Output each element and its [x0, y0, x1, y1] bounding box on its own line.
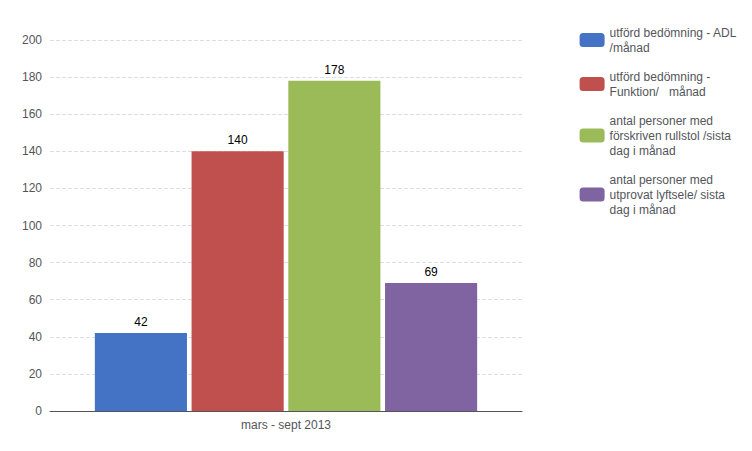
- svg-text:60: 60: [29, 293, 43, 307]
- svg-text:100: 100: [22, 219, 42, 233]
- svg-text:dag i månad: dag i månad: [610, 203, 676, 217]
- svg-text:utförd bedömning - ADL: utförd bedömning - ADL: [610, 26, 737, 40]
- svg-text:/månad: /månad: [610, 41, 650, 55]
- svg-text:0: 0: [35, 404, 42, 418]
- svg-text:80: 80: [29, 256, 43, 270]
- svg-text:140: 140: [22, 144, 42, 158]
- svg-text:utprovat lyftsele/ sista: utprovat lyftsele/ sista: [610, 188, 726, 202]
- svg-text:utförd bedömning -: utförd bedömning -: [610, 70, 711, 84]
- svg-text:200: 200: [22, 33, 42, 47]
- svg-text:dag i månad: dag i månad: [610, 144, 676, 158]
- svg-text:antal personer med: antal personer med: [610, 114, 713, 128]
- svg-text:178: 178: [324, 63, 344, 77]
- svg-text:mars - sept 2013: mars - sept 2013: [241, 418, 331, 432]
- svg-text:förskriven rullstol /sista: förskriven rullstol /sista: [610, 129, 732, 143]
- svg-text:180: 180: [22, 70, 42, 84]
- svg-text:69: 69: [424, 265, 438, 279]
- svg-text:20: 20: [29, 367, 43, 381]
- svg-text:160: 160: [22, 107, 42, 121]
- svg-text:140: 140: [228, 133, 248, 147]
- svg-text:Funktion/ månad: Funktion/ månad: [610, 85, 706, 99]
- svg-text:antal personer med: antal personer med: [610, 173, 713, 187]
- svg-text:120: 120: [22, 181, 42, 195]
- svg-text:40: 40: [29, 330, 43, 344]
- svg-text:42: 42: [134, 315, 148, 329]
